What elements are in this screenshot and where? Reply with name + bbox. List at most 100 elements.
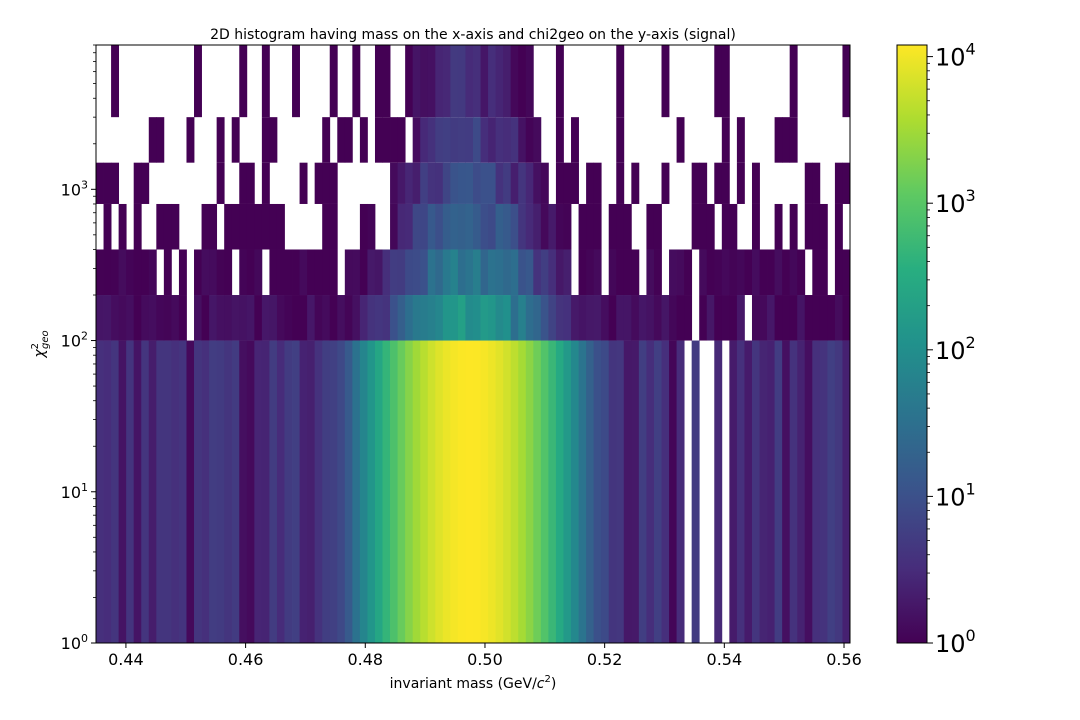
heatmap-cell — [736, 249, 745, 296]
heatmap-cell — [533, 249, 542, 296]
y-tick-label-exp: 2 — [81, 330, 88, 343]
heatmap-cell — [736, 295, 745, 341]
heatmap-cell — [118, 295, 127, 341]
heatmap-cell — [344, 295, 353, 341]
heatmap-cell — [578, 295, 587, 341]
heatmap-cell — [276, 203, 285, 250]
heatmap-cell — [465, 249, 474, 296]
y-axis-label-chi: χ — [32, 349, 48, 359]
heatmap-cell — [525, 117, 534, 163]
heatmap-cell — [194, 249, 202, 296]
heatmap-cell — [510, 203, 519, 250]
heatmap-cell — [118, 203, 127, 250]
y-axis-label-sub: geo — [40, 330, 51, 349]
heatmap-cell — [684, 249, 693, 296]
heatmap-cell — [706, 203, 715, 250]
heatmap-cell — [488, 203, 497, 250]
heatmap-cell — [563, 340, 572, 643]
heatmap-cell — [473, 249, 481, 296]
heatmap-cell — [593, 295, 602, 341]
heatmap-cell — [555, 295, 564, 341]
heatmap-cell — [450, 45, 459, 118]
heatmap-cell — [337, 340, 346, 643]
heatmap-cell — [653, 340, 662, 643]
heatmap-cell — [367, 295, 376, 341]
heatmap-cell — [525, 340, 534, 643]
heatmap-cell — [239, 340, 248, 643]
heatmap-cell — [405, 162, 414, 204]
heatmap-cell — [548, 203, 557, 250]
heatmap-cell — [367, 203, 376, 250]
heatmap-cell — [533, 162, 542, 204]
heatmap-cell — [374, 45, 383, 118]
heatmap-cell — [488, 295, 497, 341]
heatmap-cell — [457, 340, 466, 643]
heatmap-cell — [352, 249, 361, 296]
colorbar-tick-label-exp: 4 — [966, 40, 976, 59]
heatmap-cell — [555, 340, 564, 643]
heatmap-cell — [480, 45, 489, 118]
heatmap-cell — [563, 203, 572, 250]
heatmap-cell — [96, 249, 104, 296]
heatmap-cell — [314, 340, 323, 643]
heatmap-cell — [284, 295, 293, 341]
heatmap-cell — [676, 295, 685, 341]
heatmap-cell — [706, 249, 715, 296]
y-tick-label: 100 — [61, 632, 88, 653]
heatmap-cell — [729, 203, 738, 250]
heatmap-cell — [729, 249, 738, 296]
heatmap-cell — [397, 117, 406, 163]
heatmap-cell — [812, 295, 821, 341]
heatmap-cell — [186, 340, 195, 643]
heatmap-cell — [721, 203, 730, 250]
heatmap-cell — [767, 295, 775, 341]
heatmap-cell — [623, 295, 632, 341]
heatmap-cell — [797, 249, 806, 296]
x-axis-label-exp: 2 — [545, 674, 551, 685]
heatmap-cell — [111, 249, 120, 296]
heatmap-cell — [450, 249, 459, 296]
heatmap-cell — [525, 45, 534, 118]
heatmap-cell — [148, 295, 157, 341]
heatmap-cell — [819, 249, 828, 296]
heatmap-cell — [367, 340, 376, 643]
heatmap-cell — [194, 340, 202, 643]
heatmap-cell — [420, 45, 429, 118]
heatmap-cell — [246, 249, 255, 296]
heatmap-cell — [216, 249, 225, 296]
heatmap-cell — [292, 340, 300, 643]
heatmap-cell — [103, 340, 112, 643]
heatmap-cell — [789, 117, 798, 163]
heatmap-cell — [782, 117, 791, 163]
x-tick-label: 0.50 — [467, 650, 503, 669]
y-tick-label-base: 10 — [61, 483, 81, 502]
heatmap-cell — [412, 117, 421, 163]
heatmap-cell — [141, 340, 150, 643]
heatmap-cell — [631, 340, 640, 643]
heatmap-cell — [571, 117, 579, 163]
heatmap-cell — [186, 117, 195, 163]
heatmap-cell — [593, 340, 602, 643]
heatmap-cell — [359, 340, 368, 643]
heatmap-cell — [194, 45, 202, 118]
heatmap-cell — [774, 295, 783, 341]
heatmap-cell — [555, 203, 564, 250]
heatmap-cell — [352, 45, 361, 118]
heatmap-cell — [503, 203, 512, 250]
y-axis-label-exp: 2 — [30, 343, 41, 349]
heatmap-cell — [276, 249, 285, 296]
heatmap-cell — [525, 249, 534, 296]
heatmap-cell — [804, 162, 813, 204]
heatmap-cell — [661, 295, 670, 341]
heatmap-cell — [457, 295, 466, 341]
heatmap-cell — [352, 340, 361, 643]
heatmap-cell — [480, 340, 489, 643]
x-axis-label: invariant mass (GeV/c2) — [390, 674, 557, 692]
heatmap-cell — [344, 249, 353, 296]
heatmap-cell — [412, 203, 421, 250]
heatmap-cell — [623, 203, 632, 250]
heatmap-cell — [616, 45, 625, 118]
heatmap-cell — [495, 45, 504, 118]
heatmap-cell — [729, 340, 738, 643]
